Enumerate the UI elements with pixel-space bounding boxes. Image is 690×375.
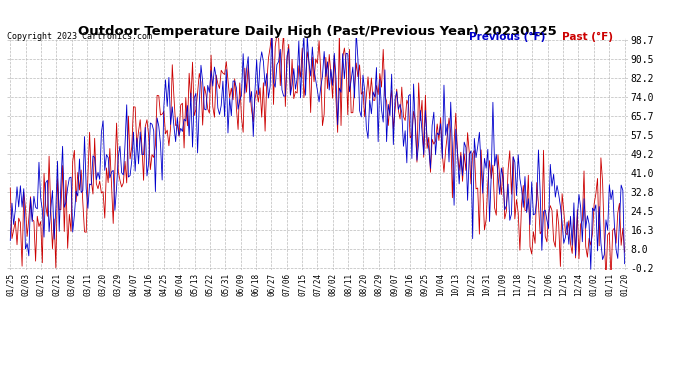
Title: Outdoor Temperature Daily High (Past/Previous Year) 20230125: Outdoor Temperature Daily High (Past/Pre… [78,24,557,38]
Text: Previous (°F): Previous (°F) [469,32,546,42]
Text: Copyright 2023 Cartronics.com: Copyright 2023 Cartronics.com [7,32,152,41]
Text: Past (°F): Past (°F) [562,32,613,42]
